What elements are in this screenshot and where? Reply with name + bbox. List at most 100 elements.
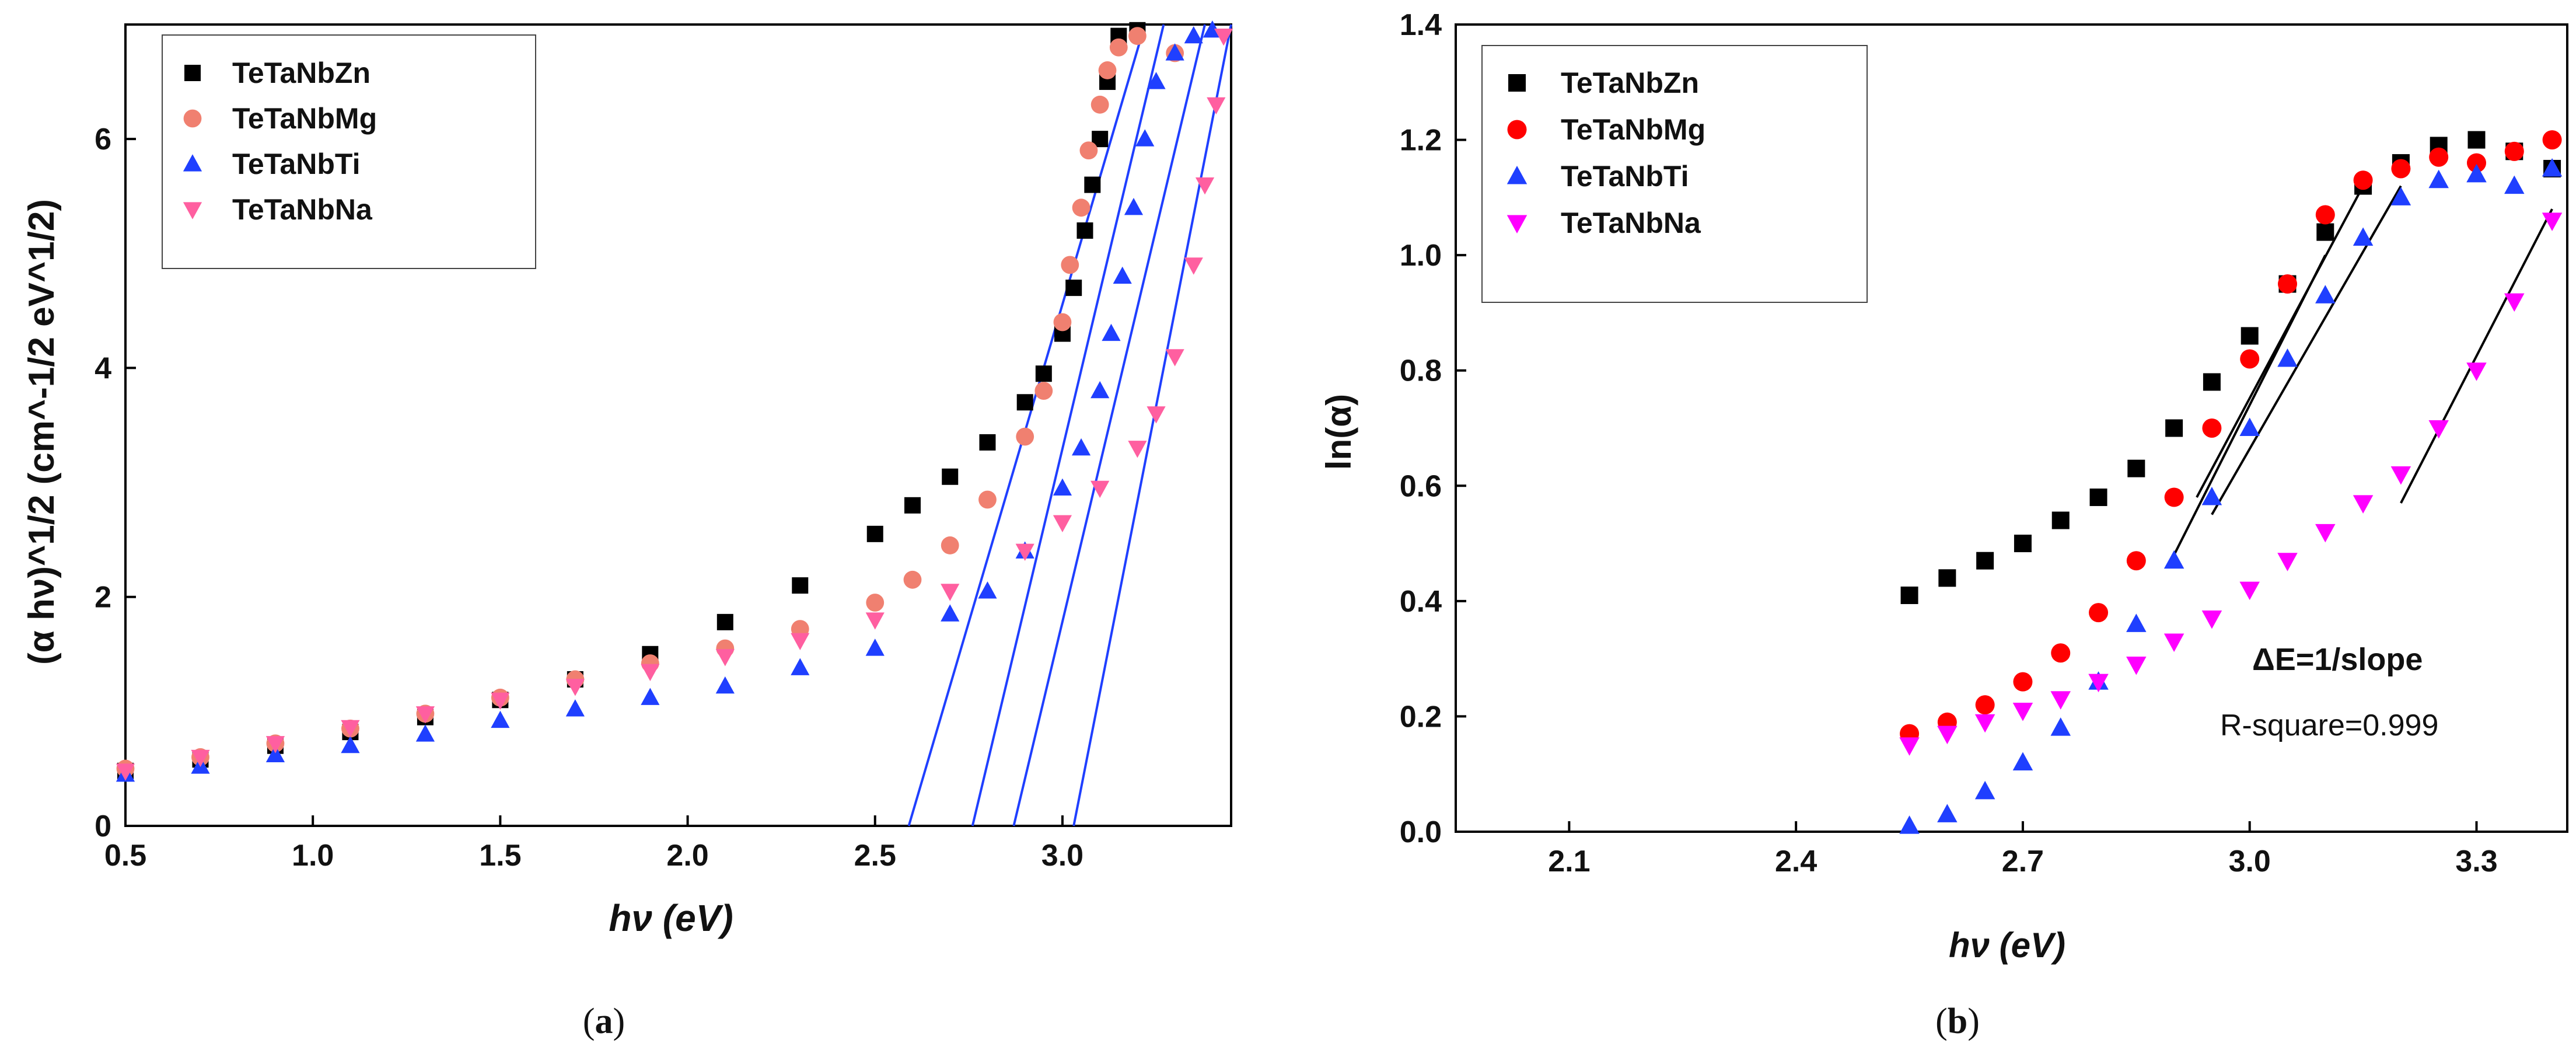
y-tick-label: 0.2 bbox=[1400, 700, 1442, 734]
fit-line-2 bbox=[971, 24, 1165, 826]
data-point bbox=[2239, 417, 2260, 436]
x-axis-title-a: hν (eV) bbox=[609, 897, 733, 939]
data-point bbox=[2316, 223, 2334, 241]
data-point bbox=[716, 613, 733, 630]
data-point bbox=[1090, 381, 1110, 399]
data-point bbox=[415, 706, 435, 724]
data-point bbox=[1899, 737, 1920, 756]
panel-a: 0.5 1.0 1.5 2.0 2.5 3.0 0 2 4 6 hν (eV) (α hν)^1/… bbox=[22, 20, 1233, 1041]
fit-line-4 bbox=[2400, 208, 2553, 504]
data-point bbox=[865, 612, 885, 630]
data-point bbox=[2126, 613, 2147, 632]
data-point bbox=[1195, 177, 1215, 195]
data-point bbox=[1128, 441, 1147, 458]
data-point bbox=[2163, 633, 2184, 653]
y-tick-label: 0 bbox=[95, 810, 111, 843]
caption-b: (b) bbox=[1935, 1002, 1980, 1041]
data-point bbox=[1102, 323, 1121, 341]
data-point bbox=[1035, 365, 1052, 382]
data-point bbox=[2013, 672, 2033, 692]
data-point bbox=[2504, 175, 2525, 194]
x-tick-label: 1.5 bbox=[479, 839, 521, 873]
data-point bbox=[1090, 95, 1109, 114]
data-point bbox=[2014, 535, 2032, 553]
data-point bbox=[2391, 159, 2411, 179]
fit-line-2 bbox=[2173, 254, 2327, 556]
data-point bbox=[2429, 147, 2449, 167]
data-point bbox=[1128, 27, 1147, 46]
data-point bbox=[941, 584, 960, 601]
data-point bbox=[1076, 222, 1093, 239]
data-point bbox=[116, 763, 135, 781]
y-tick-label: 1.0 bbox=[1400, 239, 1442, 273]
legend-label: TeTaNbNa bbox=[1561, 207, 1701, 239]
data-point bbox=[565, 699, 585, 717]
data-point bbox=[2353, 227, 2374, 246]
data-point bbox=[2466, 362, 2487, 381]
data-point bbox=[941, 604, 960, 622]
fit-line-1 bbox=[907, 24, 1147, 826]
data-point bbox=[1109, 38, 1128, 57]
data-point bbox=[2126, 551, 2146, 571]
data-point bbox=[1900, 586, 1918, 604]
legend-box-a bbox=[162, 34, 536, 269]
data-point bbox=[641, 664, 660, 682]
data-point bbox=[1147, 72, 1166, 89]
data-point bbox=[2240, 349, 2260, 369]
series-TeTaNbMg bbox=[1900, 130, 2562, 744]
x-tick-label: 2.1 bbox=[1548, 845, 1590, 878]
x-tick-label: 2.5 bbox=[854, 839, 896, 873]
data-point bbox=[866, 594, 885, 612]
data-point bbox=[2127, 459, 2145, 477]
fit-line-1 bbox=[2196, 185, 2364, 498]
data-point bbox=[2467, 131, 2486, 149]
data-point bbox=[2165, 419, 2183, 437]
x-tick-label: 1.0 bbox=[292, 839, 334, 873]
data-point bbox=[2051, 643, 2071, 663]
data-point bbox=[341, 720, 360, 738]
data-point bbox=[1053, 478, 1072, 496]
y-tick-label: 2 bbox=[95, 581, 111, 615]
y-axis-title-b: ln(α) bbox=[1319, 394, 1358, 470]
legend-label: TeTaNbMg bbox=[232, 102, 377, 135]
x-tick-label: 2.4 bbox=[1775, 845, 1817, 878]
data-point bbox=[1065, 280, 1082, 296]
data-point bbox=[2241, 327, 2259, 345]
legend-marker bbox=[1508, 74, 1526, 92]
data-point bbox=[2315, 524, 2336, 543]
data-point bbox=[2390, 187, 2411, 205]
data-point bbox=[2504, 141, 2524, 161]
data-point bbox=[1061, 256, 1079, 274]
data-point bbox=[2542, 212, 2563, 231]
data-point bbox=[1214, 29, 1233, 46]
data-point bbox=[2202, 418, 2222, 438]
data-point bbox=[2203, 373, 2221, 391]
data-point bbox=[979, 434, 996, 451]
data-point bbox=[1938, 569, 1956, 587]
data-point bbox=[2277, 348, 2298, 367]
y-tick-label: 0.6 bbox=[1400, 469, 1442, 503]
data-point bbox=[2542, 158, 2563, 177]
data-point bbox=[1113, 266, 1132, 284]
data-point bbox=[2051, 511, 2070, 529]
data-point bbox=[904, 497, 921, 514]
data-point bbox=[265, 745, 285, 762]
data-point bbox=[2315, 205, 2335, 225]
x-tick-label: 3.0 bbox=[2229, 845, 2271, 878]
series-TeTaNbNa bbox=[116, 29, 1233, 781]
series-TeTaNbTi bbox=[1899, 158, 2563, 834]
data-point bbox=[1184, 26, 1203, 44]
data-point bbox=[2089, 603, 2109, 623]
y-tick-label: 6 bbox=[95, 123, 111, 156]
series-TeTaNbNa bbox=[1899, 212, 2563, 756]
data-point bbox=[1147, 406, 1166, 424]
data-point bbox=[791, 658, 810, 675]
data-point bbox=[2050, 691, 2071, 710]
data-point bbox=[1098, 61, 1117, 79]
fit-line-3 bbox=[1012, 24, 1206, 826]
y-axis-title-a: (α hν)^1/2 (cm^-1/2 eV^1/2) bbox=[22, 199, 62, 665]
data-point bbox=[978, 581, 997, 599]
y-tick-label: 0.0 bbox=[1400, 815, 1442, 849]
legend-b: TeTaNbZn TeTaNbMg TeTaNbTi TeTaNbNa bbox=[1481, 45, 1868, 303]
legend-label: TeTaNbZn bbox=[232, 57, 371, 89]
